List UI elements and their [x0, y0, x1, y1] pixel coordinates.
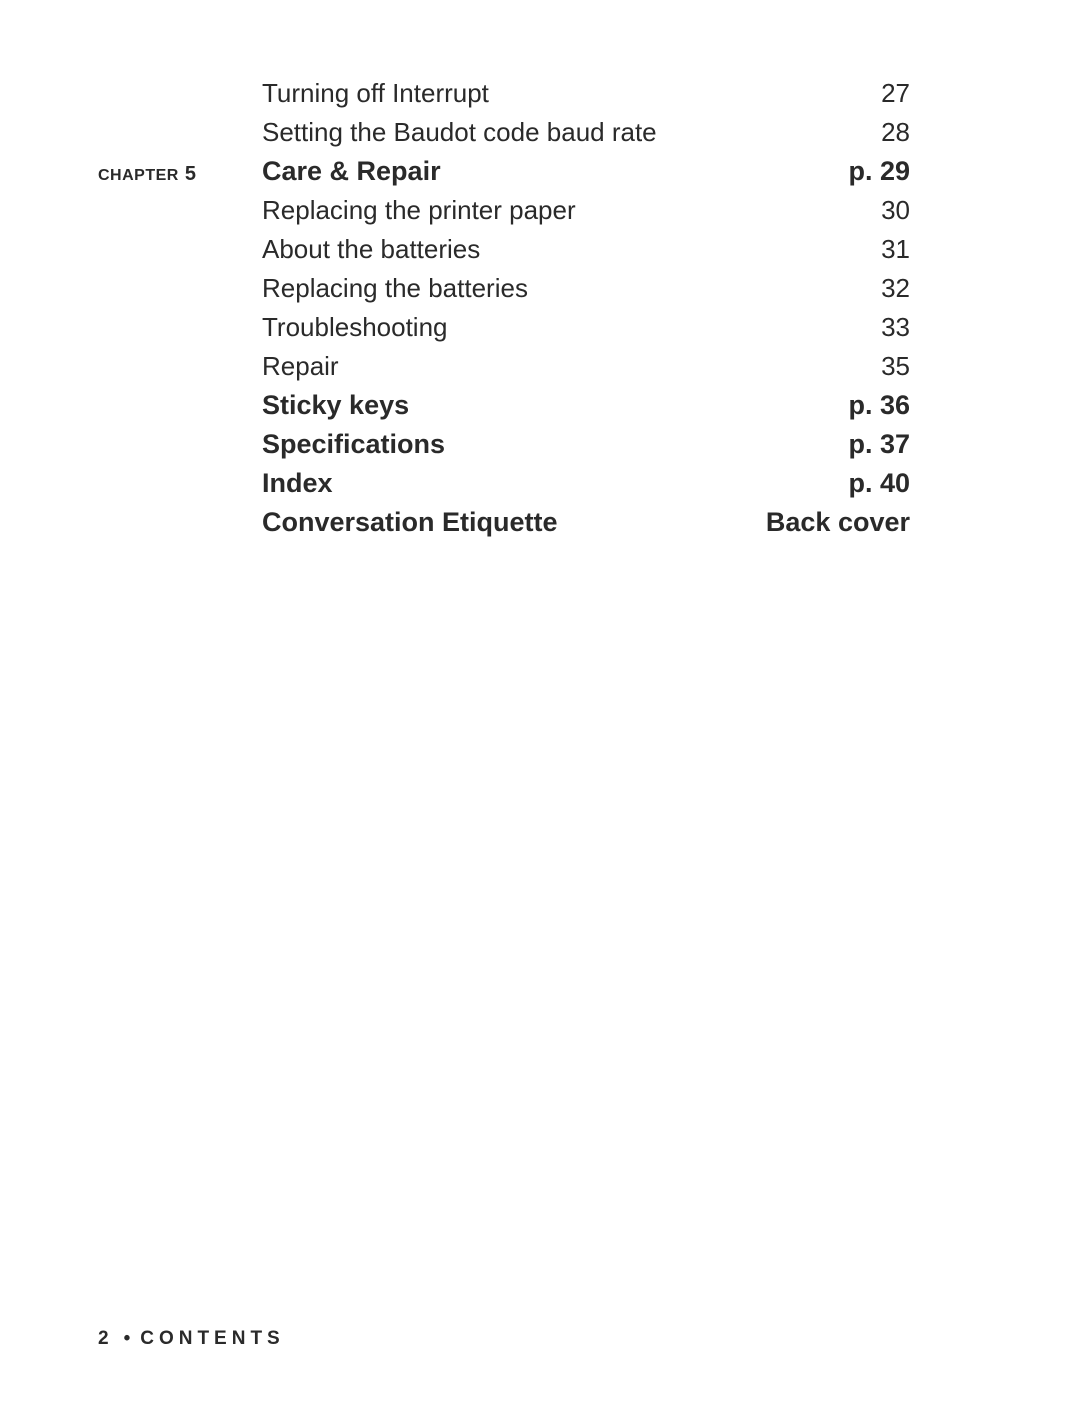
footer-section: CONTENTS [140, 1328, 285, 1349]
entry-page: p. 36 [730, 390, 910, 421]
entry-page: 33 [730, 312, 910, 343]
chapter-label: CHAPTER 5 [98, 163, 197, 185]
entry-page: Back cover [730, 507, 910, 538]
toc-entry: Specifications p. 37 [98, 429, 910, 460]
toc-entry: Index p. 40 [98, 468, 910, 499]
entry-page: 32 [730, 273, 910, 304]
toc-entry: Turning off Interrupt 27 [98, 78, 910, 109]
entry-page: p. 37 [730, 429, 910, 460]
footer-bullet: • [124, 1328, 131, 1349]
entry-page: 28 [730, 117, 910, 148]
toc-page: Turning off Interrupt 27 Setting the Bau… [0, 0, 1080, 538]
entry-title: Specifications [262, 429, 730, 460]
entry-page: p. 40 [730, 468, 910, 499]
entry-title: Index [262, 468, 730, 499]
page-footer: 2 • CONTENTS [98, 1328, 285, 1350]
entry-title: Sticky keys [262, 390, 730, 421]
toc-entry: Replacing the printer paper 30 [98, 195, 910, 226]
entry-title: Setting the Baudot code baud rate [262, 117, 730, 148]
chapter-label-cell: CHAPTER 5 [98, 163, 262, 186]
entry-title: About the batteries [262, 234, 730, 265]
entry-page: 31 [730, 234, 910, 265]
entry-page: p. 29 [730, 156, 910, 187]
toc-entry: Sticky keys p. 36 [98, 390, 910, 421]
entry-title: Troubleshooting [262, 312, 730, 343]
toc-entry: Conversation Etiquette Back cover [98, 507, 910, 538]
entry-title: Conversation Etiquette [262, 507, 730, 538]
entry-page: 30 [730, 195, 910, 226]
entry-page: 27 [730, 78, 910, 109]
entry-title: Replacing the batteries [262, 273, 730, 304]
toc-entry: Troubleshooting 33 [98, 312, 910, 343]
entry-page: 35 [730, 351, 910, 382]
toc-entry: CHAPTER 5 Care & Repair p. 29 [98, 156, 910, 187]
toc-entry: Repair 35 [98, 351, 910, 382]
footer-page-number: 2 [98, 1328, 114, 1349]
entry-title: Replacing the printer paper [262, 195, 730, 226]
toc-entry: Setting the Baudot code baud rate 28 [98, 117, 910, 148]
entry-title: Care & Repair [262, 156, 730, 187]
entry-title: Repair [262, 351, 730, 382]
toc-entry: Replacing the batteries 32 [98, 273, 910, 304]
entry-title: Turning off Interrupt [262, 78, 730, 109]
toc-entry: About the batteries 31 [98, 234, 910, 265]
